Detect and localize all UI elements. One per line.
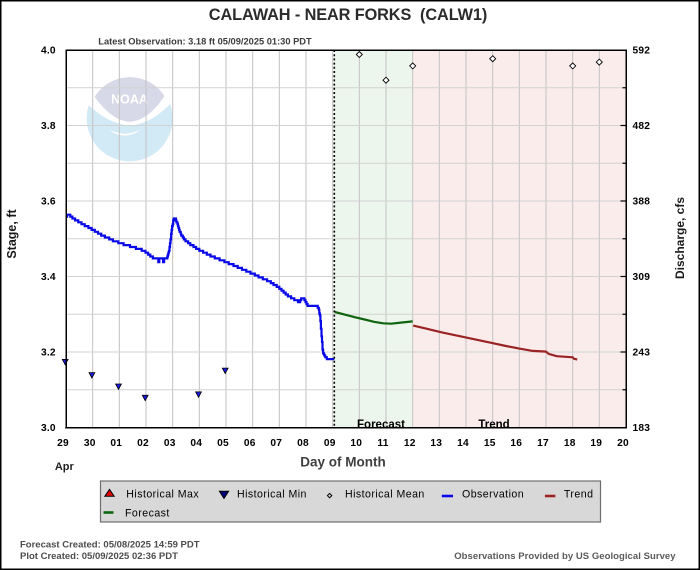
svg-text:Discharge, cfs: Discharge, cfs	[673, 197, 687, 279]
svg-text:Plot Created: 05/09/2025 02:36: Plot Created: 05/09/2025 02:36 PDT	[20, 551, 178, 562]
svg-text:Trend: Trend	[564, 488, 594, 500]
svg-text:30: 30	[84, 438, 96, 449]
svg-text:CALAWAH - NEAR FORKS (CALW1): CALAWAH - NEAR FORKS (CALW1)	[209, 6, 487, 24]
svg-text:388: 388	[633, 197, 651, 208]
svg-text:Forecast: Forecast	[357, 419, 405, 431]
svg-text:3.2: 3.2	[41, 348, 56, 359]
svg-text:18: 18	[564, 438, 576, 449]
svg-text:482: 482	[633, 121, 651, 132]
svg-text:17: 17	[537, 438, 549, 449]
svg-text:08: 08	[297, 438, 309, 449]
svg-text:Observations Provided by US Ge: Observations Provided by US Geological S…	[454, 551, 676, 562]
svg-text:Stage, ft: Stage, ft	[5, 209, 19, 259]
svg-text:03: 03	[164, 438, 176, 449]
svg-text:Historical Max: Historical Max	[126, 488, 199, 500]
svg-text:04: 04	[190, 438, 202, 449]
svg-text:07: 07	[270, 438, 282, 449]
svg-text:11: 11	[377, 438, 388, 449]
svg-text:3.4: 3.4	[41, 272, 56, 283]
svg-text:09: 09	[324, 438, 336, 449]
svg-text:16: 16	[510, 438, 522, 449]
svg-text:Historical Min: Historical Min	[237, 488, 307, 500]
svg-text:Trend: Trend	[478, 419, 509, 431]
svg-text:13: 13	[430, 438, 442, 449]
svg-text:Day of Month: Day of Month	[300, 455, 386, 470]
svg-text:Observation: Observation	[462, 488, 524, 500]
svg-text:592: 592	[633, 46, 651, 57]
svg-text:19: 19	[590, 438, 602, 449]
svg-text:14: 14	[457, 438, 469, 449]
svg-text:3.8: 3.8	[41, 121, 56, 132]
svg-text:10: 10	[350, 438, 362, 449]
svg-text:3.6: 3.6	[41, 197, 56, 208]
svg-text:3.0: 3.0	[41, 423, 56, 434]
svg-text:29: 29	[57, 438, 69, 449]
svg-text:02: 02	[137, 438, 149, 449]
svg-text:15: 15	[484, 438, 496, 449]
svg-text:Forecast: Forecast	[125, 507, 170, 519]
svg-text:12: 12	[404, 438, 416, 449]
svg-text:309: 309	[633, 272, 651, 283]
svg-text:05: 05	[217, 438, 229, 449]
svg-text:20: 20	[617, 438, 629, 449]
svg-text:Forecast Created: 05/08/2025 1: Forecast Created: 05/08/2025 14:59 PDT	[20, 540, 200, 551]
svg-text:06: 06	[244, 438, 256, 449]
svg-text:Apr: Apr	[55, 461, 75, 473]
svg-text:Latest Observation: 3.18 ft 05: Latest Observation: 3.18 ft 05/09/2025 0…	[98, 37, 312, 47]
svg-text:183: 183	[633, 423, 651, 434]
svg-text:243: 243	[633, 348, 651, 359]
svg-text:Historical Mean: Historical Mean	[345, 488, 425, 500]
svg-text:NOAA: NOAA	[111, 93, 148, 107]
svg-text:4.0: 4.0	[41, 46, 56, 57]
svg-text:01: 01	[110, 438, 122, 449]
